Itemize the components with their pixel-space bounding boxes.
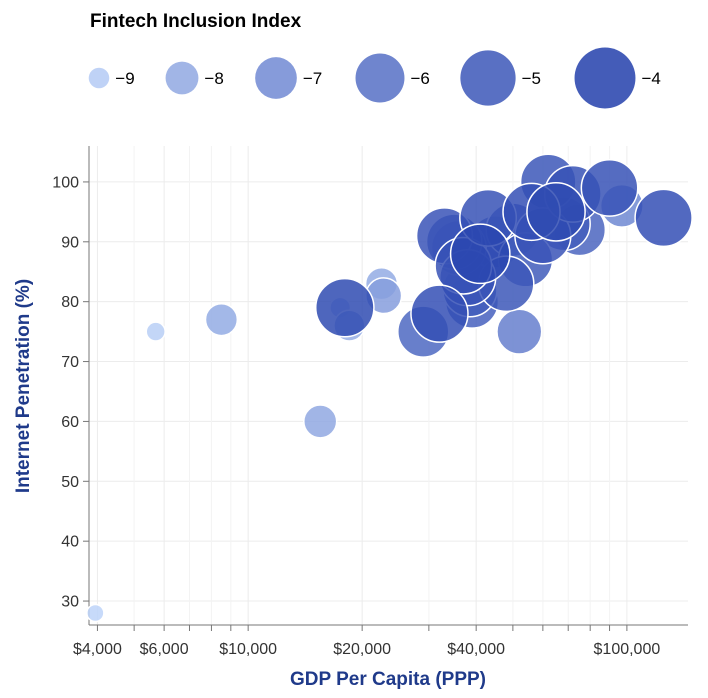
y-tick-label: 70 [61, 354, 79, 371]
y-tick-label: 40 [61, 534, 79, 551]
data-bubble [145, 321, 166, 342]
size-legend: Fintech Inclusion Index −9 −8 −7 −6 −5 −4 [88, 11, 661, 109]
x-axis-title: GDP Per Capita (PPP) [290, 669, 486, 690]
legend-label-2: −7 [303, 69, 322, 88]
legend-label-1: −8 [204, 69, 223, 88]
x-tick-label: $10,000 [219, 641, 277, 658]
y-tick-label: 90 [61, 234, 79, 251]
legend-title: Fintech Inclusion Index [90, 11, 302, 32]
data-bubble [204, 302, 239, 337]
data-bubble [634, 188, 693, 248]
legend-label-0: −9 [115, 69, 134, 88]
data-bubble [449, 223, 511, 285]
y-tick-label: 80 [61, 294, 79, 311]
legend-bubble-3 [355, 53, 405, 103]
gridlines [89, 146, 688, 625]
data-bubble [526, 182, 586, 242]
x-tick-label: $100,000 [594, 641, 661, 658]
legend-label-5: −4 [641, 69, 660, 88]
legend-bubble-5 [574, 47, 636, 109]
y-axis-title: Internet Penetration (%) [13, 279, 34, 493]
data-bubble [303, 404, 338, 439]
legend-bubble-2 [255, 57, 297, 99]
data-bubble [86, 603, 105, 623]
legend-label-3: −6 [410, 69, 429, 88]
data-bubble [314, 277, 375, 338]
data-bubble [410, 284, 469, 343]
x-tick-label: $40,000 [447, 641, 505, 658]
y-tick-label: 30 [61, 594, 79, 611]
data-bubble [496, 308, 543, 355]
x-tick-label: $4,000 [73, 641, 122, 658]
data-points [86, 153, 693, 623]
x-tick-label: $6,000 [140, 641, 189, 658]
data-bubble [580, 158, 639, 217]
legend-bubble-4 [460, 50, 516, 106]
legend-bubble-0 [88, 67, 110, 89]
axes: 30 40 50 60 70 80 90 100 $4,000 $6,000 $10,000 $20,… [52, 146, 688, 658]
y-tick-label: 100 [52, 174, 79, 191]
x-tick-label: $20,000 [333, 641, 391, 658]
legend-label-4: −5 [522, 69, 541, 88]
legend-bubble-1 [165, 61, 199, 95]
y-tick-label: 60 [61, 414, 79, 431]
y-tick-label: 50 [61, 474, 79, 491]
